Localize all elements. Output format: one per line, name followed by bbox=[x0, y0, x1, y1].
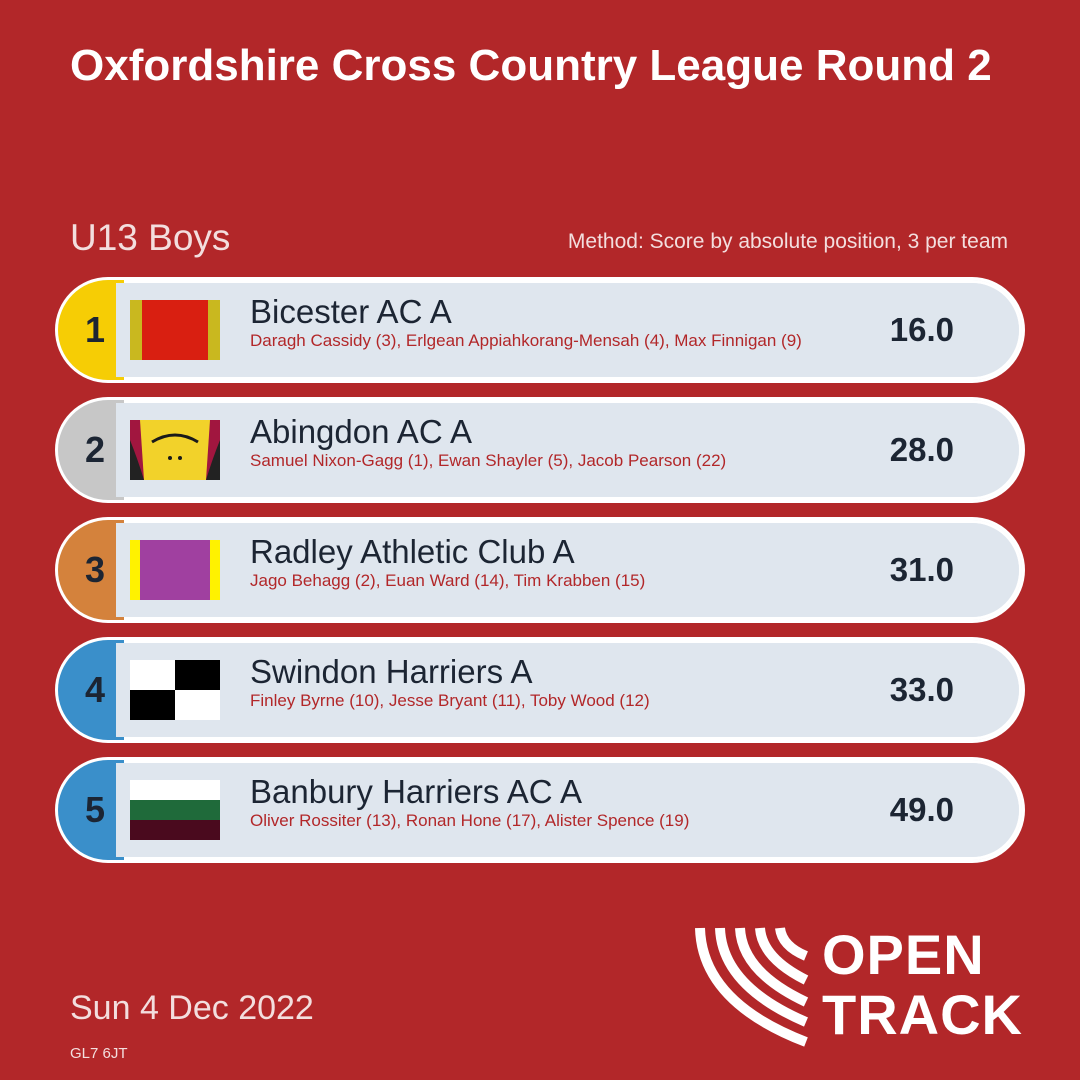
position-badge: 4 bbox=[58, 640, 124, 740]
team-name: Banbury Harriers AC A bbox=[250, 773, 582, 810]
results-list: 1 Bicester AC A Daragh Cassidy (3), Erlg… bbox=[58, 280, 1022, 880]
opentrack-arcs-icon bbox=[695, 927, 809, 1047]
team-name: Abingdon AC A bbox=[250, 413, 473, 450]
event-date: Sun 4 Dec 2022 bbox=[70, 989, 314, 1027]
team-members: Daragh Cassidy (3), Erlgean Appiahkorang… bbox=[250, 331, 802, 350]
result-row[interactable]: 3 Radley Athletic Club A Jago Behagg (2)… bbox=[58, 520, 1022, 620]
result-row[interactable]: 4 Swindon Harriers A Finley Byrne (10), … bbox=[58, 640, 1022, 740]
team-name: Swindon Harriers A bbox=[250, 653, 533, 690]
result-row[interactable]: 2 Abingdon AC A Samuel Nixon-Gagg (1), E… bbox=[58, 400, 1022, 500]
team-name: Bicester AC A bbox=[250, 293, 452, 330]
team-score: 28.0 bbox=[889, 431, 954, 468]
team-score: 33.0 bbox=[889, 671, 954, 708]
brand-line-1: OPEN bbox=[822, 923, 985, 986]
swindon-kit-icon bbox=[130, 660, 220, 720]
team-members: Jago Behagg (2), Euan Ward (14), Tim Kra… bbox=[250, 571, 646, 590]
opentrack-logo[interactable]: OPEN TRACK bbox=[694, 924, 1054, 1048]
position-badge: 2 bbox=[58, 400, 124, 500]
position-badge: 3 bbox=[58, 520, 124, 620]
event-postcode: GL7 6JT bbox=[70, 1045, 128, 1062]
abingdon-kit-icon bbox=[130, 420, 220, 480]
bicester-kit-icon bbox=[130, 300, 220, 360]
team-score: 16.0 bbox=[889, 311, 954, 348]
category-title: U13 Boys bbox=[70, 217, 231, 258]
team-score: 49.0 bbox=[889, 791, 954, 828]
result-row[interactable]: 1 Bicester AC A Daragh Cassidy (3), Erlg… bbox=[58, 280, 1022, 380]
position-badge: 5 bbox=[58, 760, 124, 860]
result-row[interactable]: 5 Banbury Harriers AC A Oliver Rossiter … bbox=[58, 760, 1022, 860]
radley-kit-icon bbox=[130, 540, 220, 600]
team-members: Oliver Rossiter (13), Ronan Hone (17), A… bbox=[250, 811, 690, 830]
page-title: Oxfordshire Cross Country League Round 2 bbox=[70, 41, 992, 90]
banbury-kit-icon bbox=[130, 780, 220, 840]
brand-line-2: TRACK bbox=[822, 983, 1023, 1046]
team-members: Finley Byrne (10), Jesse Bryant (11), To… bbox=[250, 691, 650, 710]
team-name: Radley Athletic Club A bbox=[250, 533, 575, 570]
team-score: 31.0 bbox=[889, 551, 954, 588]
scoring-method: Method: Score by absolute position, 3 pe… bbox=[567, 230, 1008, 253]
position-badge: 1 bbox=[58, 280, 124, 380]
team-members: Samuel Nixon-Gagg (1), Ewan Shayler (5),… bbox=[250, 451, 727, 470]
